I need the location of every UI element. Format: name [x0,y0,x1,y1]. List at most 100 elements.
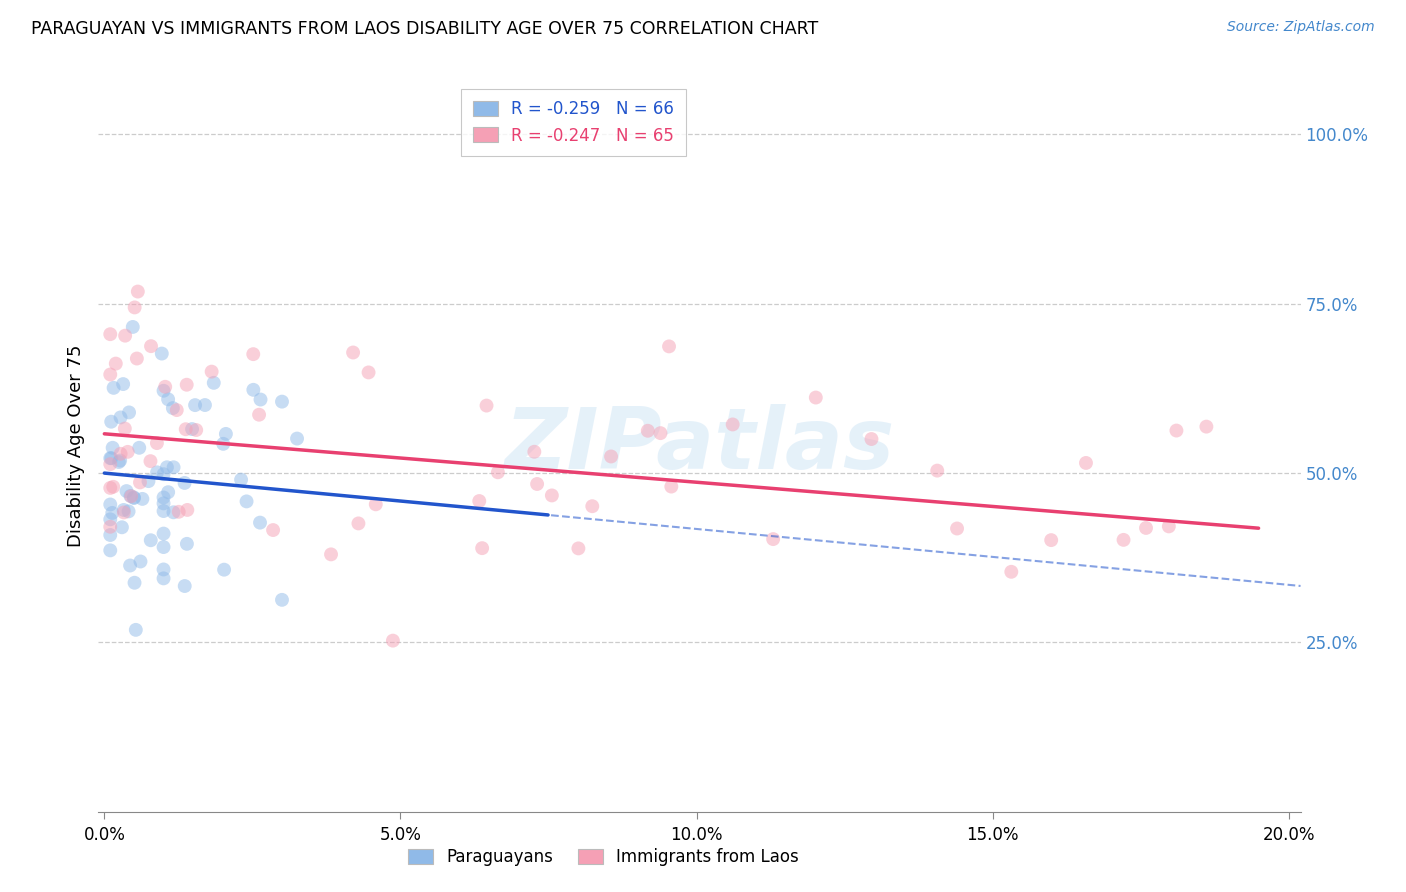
Point [946,521,969,535]
Point [110,410,132,425]
Point [98,481,121,495]
Point [1040,533,1063,548]
Point [637,424,659,438]
Point [139,339,162,353]
Point [152,491,174,505]
Point [152,467,174,482]
Text: ZIPatlas: ZIPatlas [505,404,894,488]
Point [927,464,949,478]
Point [124,301,146,315]
Point [166,403,188,417]
Point [98,368,121,382]
Point [364,497,387,511]
Point [100,415,122,429]
Point [111,520,134,534]
Point [381,633,404,648]
Point [475,399,498,413]
Point [212,563,235,577]
Point [114,328,136,343]
Point [1112,533,1135,547]
Point [125,351,148,366]
Point [1166,424,1188,438]
Point [860,432,883,446]
Point [112,377,135,392]
Point [659,479,682,493]
Point [108,455,131,469]
Point [152,540,174,554]
Y-axis label: Disability Age Over 75: Disability Age Over 75 [66,344,84,548]
Point [139,533,162,548]
Point [108,453,131,467]
Legend: Paraguayans, Immigrants from Laos: Paraguayans, Immigrants from Laos [401,841,806,873]
Point [131,491,153,506]
Point [157,485,180,500]
Point [194,398,217,412]
Point [152,504,174,518]
Point [1000,565,1022,579]
Point [162,460,184,475]
Point [526,477,548,491]
Point [98,498,121,512]
Point [139,454,162,468]
Point [167,505,190,519]
Point [103,381,125,395]
Point [173,475,195,490]
Point [471,541,494,556]
Point [174,422,197,436]
Point [201,365,224,379]
Point [146,466,169,480]
Point [120,489,142,503]
Point [721,417,744,432]
Point [762,532,785,546]
Point [468,494,491,508]
Point [127,285,149,299]
Point [523,444,546,458]
Point [103,480,125,494]
Point [486,465,509,479]
Point [114,421,136,435]
Point [162,401,184,415]
Point [235,494,257,508]
Point [115,484,138,499]
Point [249,516,271,530]
Point [285,432,308,446]
Point [319,547,342,561]
Point [162,505,184,519]
Point [541,488,564,502]
Point [122,491,145,505]
Point [176,537,198,551]
Point [129,554,152,568]
Point [804,391,827,405]
Point [271,394,294,409]
Point [152,526,174,541]
Point [112,505,135,519]
Point [1135,521,1157,535]
Point [229,473,252,487]
Point [567,541,589,556]
Point [262,523,284,537]
Point [581,500,603,514]
Text: Source: ZipAtlas.com: Source: ZipAtlas.com [1227,20,1375,34]
Point [600,450,623,464]
Point [152,571,174,585]
Point [181,422,204,436]
Point [129,475,152,490]
Point [146,436,169,450]
Point [98,520,121,534]
Point [650,426,672,441]
Point [110,447,132,461]
Point [98,528,121,542]
Point [186,423,208,437]
Point [157,392,180,407]
Point [98,543,121,558]
Point [173,579,195,593]
Point [117,445,139,459]
Point [121,320,143,334]
Point [1195,419,1218,434]
Point [118,405,141,419]
Point [271,592,294,607]
Point [112,503,135,517]
Point [125,623,148,637]
Point [152,496,174,510]
Point [347,516,370,531]
